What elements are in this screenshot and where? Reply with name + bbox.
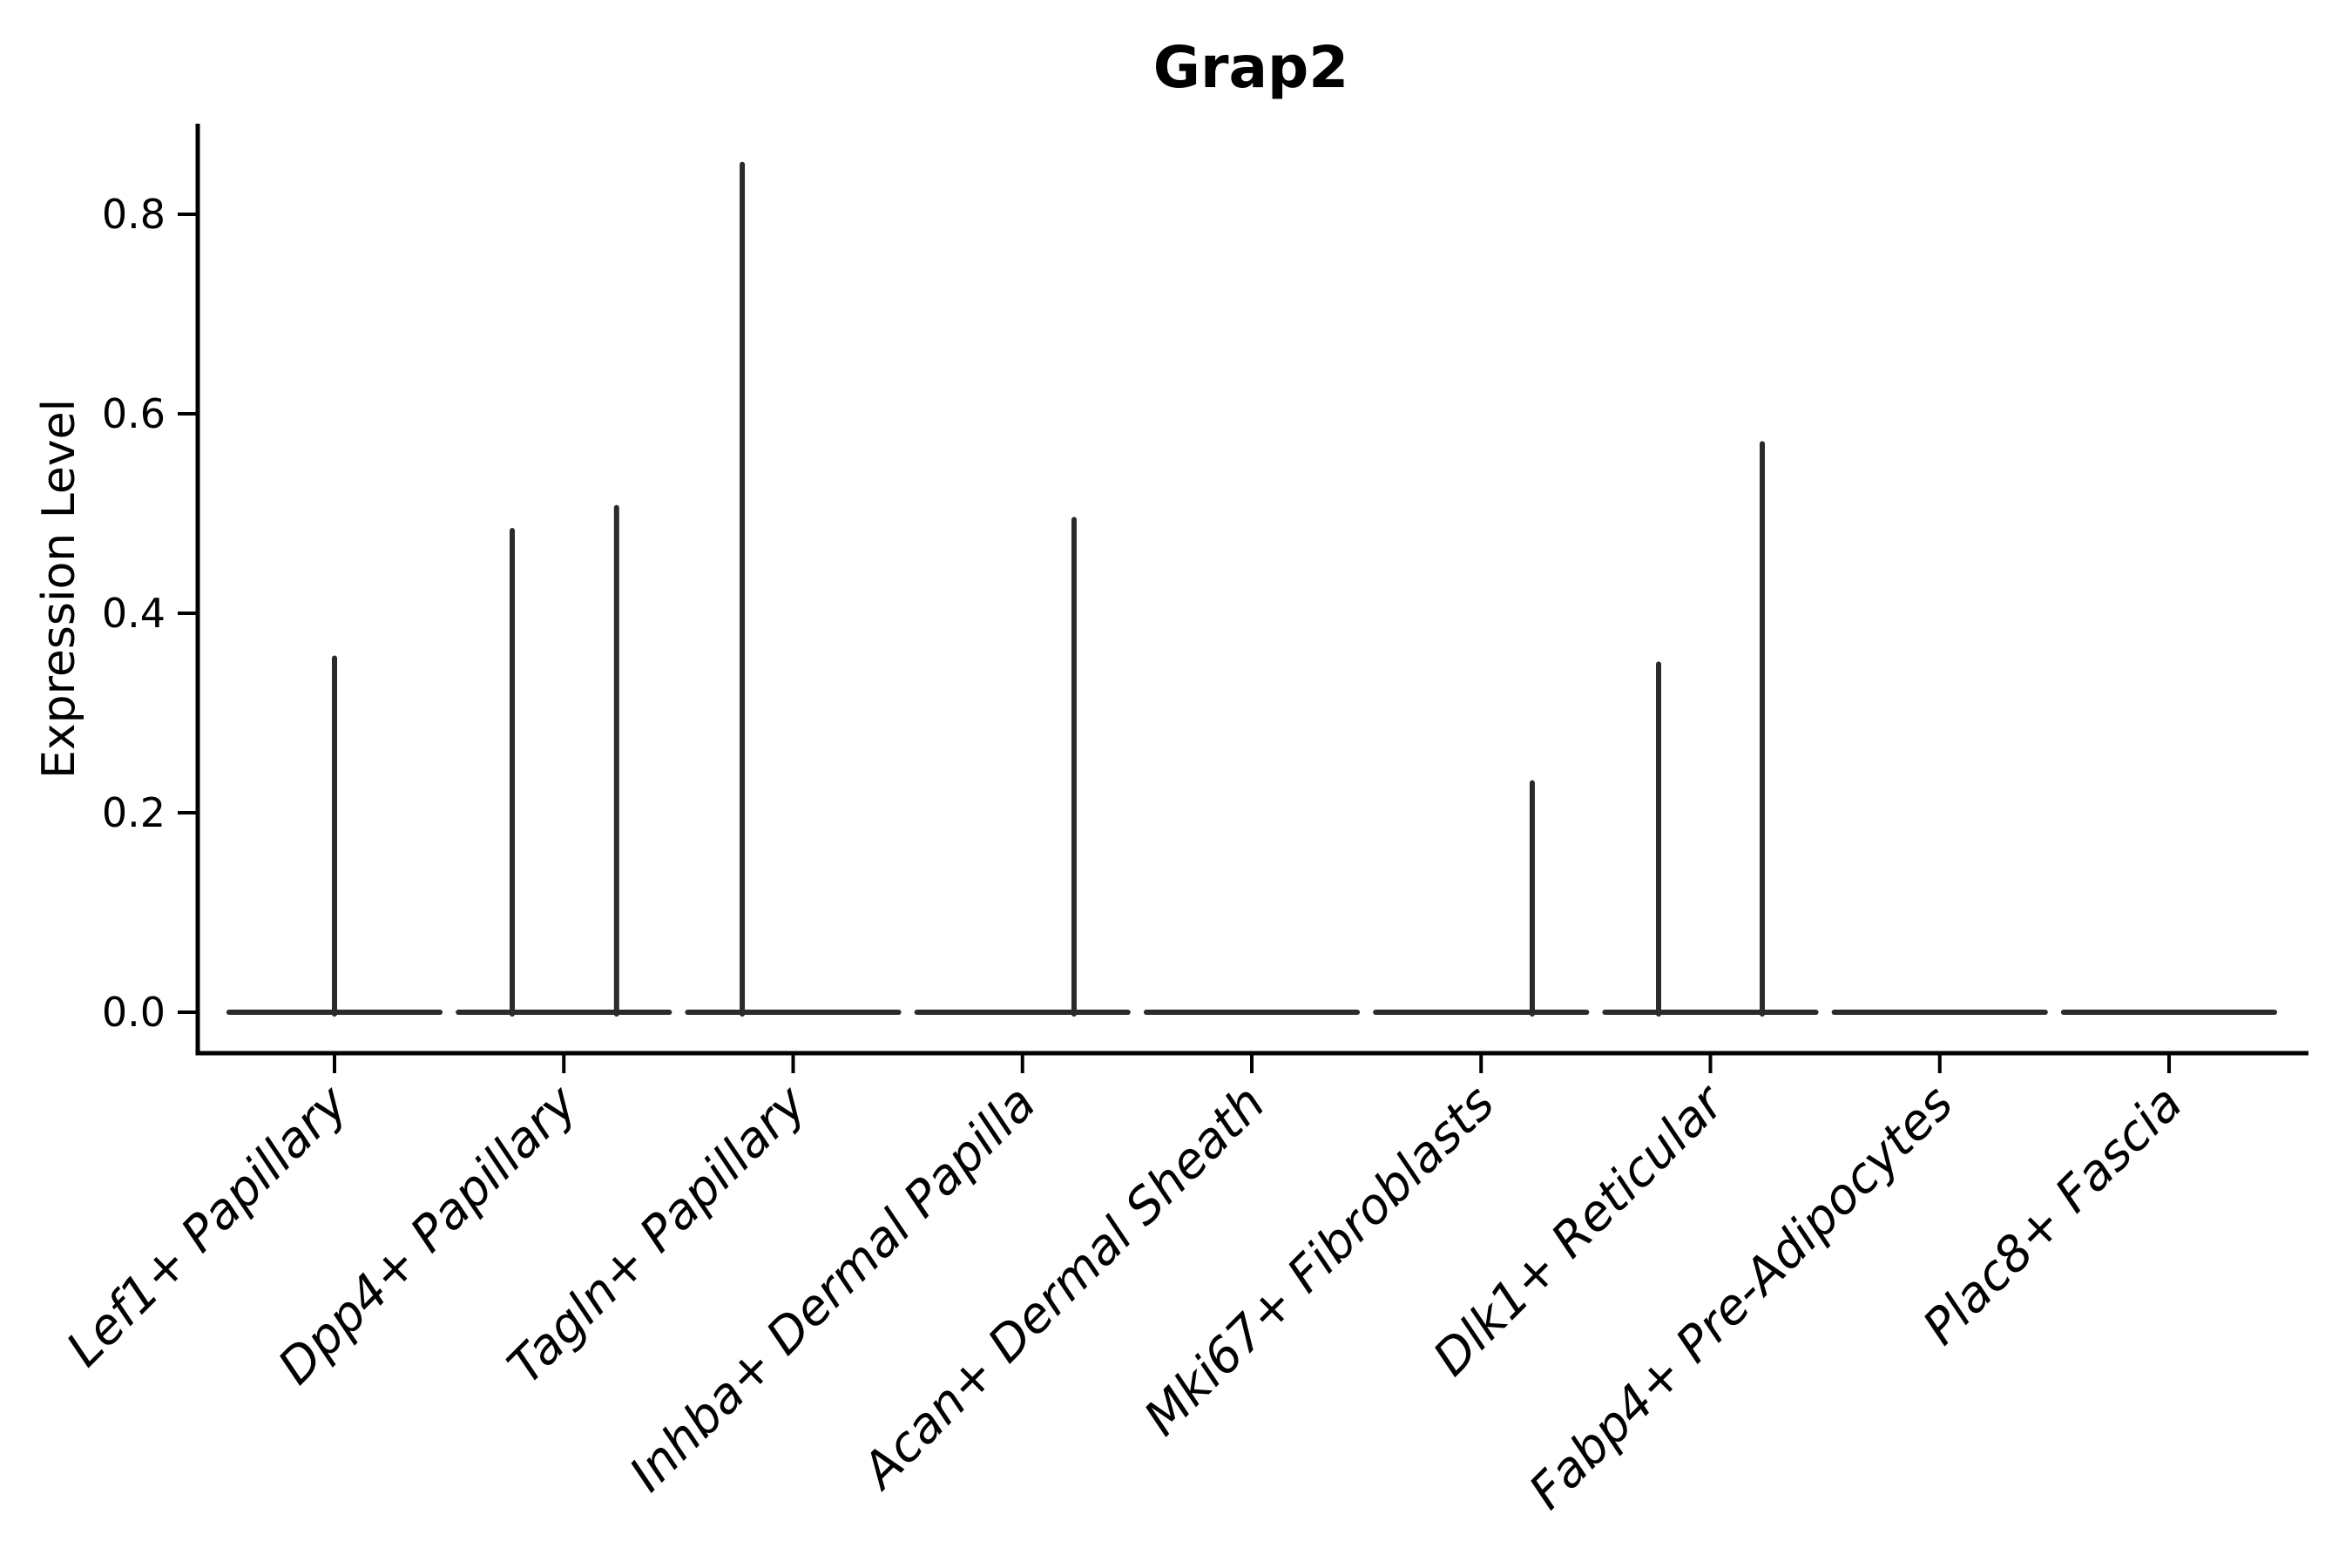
violin <box>685 161 902 1017</box>
y-tick-label: 0.2 <box>102 789 166 836</box>
y-axis-ticks: 0.0 0.2 0.4 0.6 0.8 <box>102 191 198 1036</box>
violin <box>914 517 1131 1017</box>
x-tick-label: Inhba+ Dermal Papilla <box>619 1075 1047 1503</box>
violin <box>226 655 443 1017</box>
violin <box>1602 441 1819 1017</box>
x-tick-label: Fabp4+ Pre-Adipocytes <box>1518 1075 1963 1520</box>
x-tick-label: Acan+ Dermal Sheath <box>850 1075 1276 1501</box>
violins <box>226 161 2278 1017</box>
violin <box>1373 780 1590 1017</box>
y-tick-label: 0.8 <box>102 191 166 238</box>
chart-title: Grap2 <box>1153 34 1348 101</box>
y-tick-label: 0.0 <box>102 989 166 1036</box>
y-tick-label: 0.6 <box>102 390 166 437</box>
y-axis-label: Expression Level <box>33 399 85 779</box>
violin <box>456 504 672 1017</box>
y-tick-label: 0.4 <box>102 590 166 637</box>
